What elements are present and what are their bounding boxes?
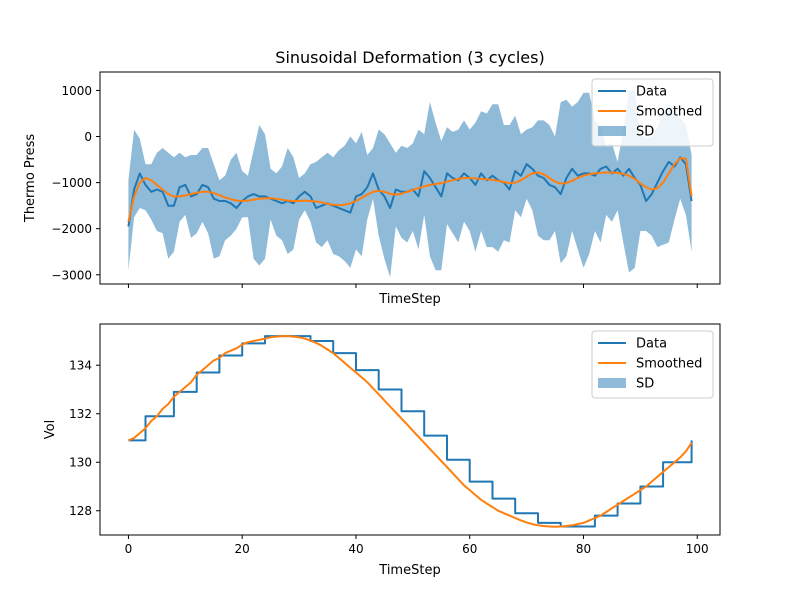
legend-swatch-sd <box>598 378 626 388</box>
bottom-plot-area: 0 20 40 60 80 100 128 130 132 134 TimeStep Vol D… <box>43 323 721 578</box>
legend-label: Data <box>636 85 667 100</box>
y-axis-ticks: 128 130 132 134 <box>69 359 100 518</box>
y-tick-label: 130 <box>69 456 92 470</box>
chart-title: Sinusoidal Deformation (3 cycles) <box>275 48 544 67</box>
y-tick-label: 1000 <box>61 84 92 98</box>
y-axis-label: Thermo Press <box>23 134 38 223</box>
axes-frame <box>99 323 721 536</box>
y-tick-label: 128 <box>69 504 92 518</box>
axis-spines <box>99 323 721 536</box>
sd-band-layer <box>128 90 692 278</box>
x-tick-label: 20 <box>235 542 250 556</box>
legend-label: Smoothed <box>636 105 702 120</box>
axis-spines <box>99 71 721 285</box>
legend-label: Data <box>636 337 667 352</box>
x-tick-label: 60 <box>462 542 477 556</box>
y-tick-label: −1000 <box>51 176 92 190</box>
legend: Data Smoothed SD <box>591 78 714 147</box>
x-axis-label: TimeStep <box>378 563 440 578</box>
x-tick-label: 40 <box>348 542 363 556</box>
series-line-smoothed <box>128 335 693 528</box>
y-tick-label: 132 <box>69 407 92 421</box>
axes-frame <box>99 71 721 285</box>
x-tick-label: 0 <box>125 542 133 556</box>
y-axis-label: Vol <box>43 420 58 439</box>
x-axis-label: TimeStep <box>378 292 440 307</box>
legend-label: SD <box>636 125 654 140</box>
y-tick-label: −3000 <box>51 268 92 282</box>
x-tick-label: 80 <box>576 542 591 556</box>
legend-label: Smoothed <box>636 357 702 372</box>
legend-label: SD <box>636 377 654 392</box>
series-line-smoothed <box>127 157 693 223</box>
series-layer <box>127 156 693 227</box>
x-tick-label: 100 <box>686 542 709 556</box>
x-axis-ticks: 0 20 40 60 80 100 <box>125 535 709 556</box>
y-tick-label: −2000 <box>51 222 92 236</box>
series-layer <box>128 335 693 528</box>
y-tick-label: 0 <box>84 130 92 144</box>
top-plot-area: −3000 −2000 −1000 0 1000 TimeStep Thermo Pre… <box>23 71 721 307</box>
y-axis-ticks: −3000 −2000 −1000 0 1000 <box>51 84 100 282</box>
x-axis-ticks <box>127 284 698 288</box>
legend: Data Smoothed SD <box>591 330 714 399</box>
legend-swatch-sd <box>598 126 626 136</box>
y-tick-label: 134 <box>69 359 92 373</box>
sd-band <box>128 90 692 278</box>
